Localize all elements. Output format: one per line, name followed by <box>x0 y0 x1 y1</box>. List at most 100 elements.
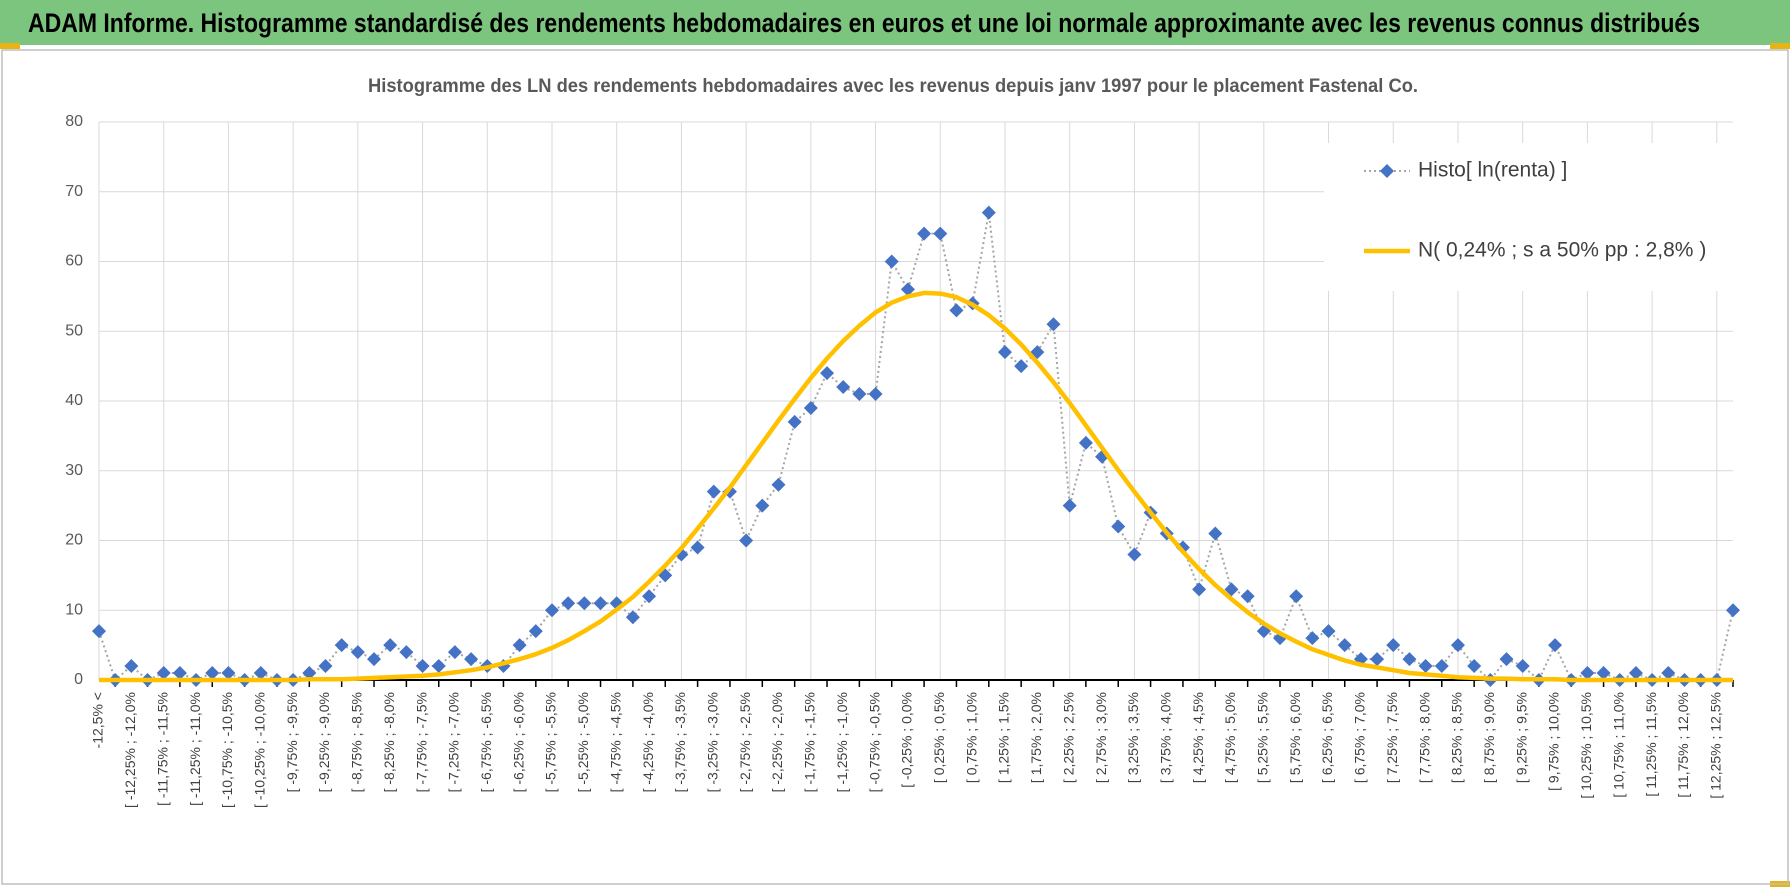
x-tick-label: [ -2,25% ; -2,0% <box>769 692 785 792</box>
data-point <box>868 387 883 402</box>
data-point <box>561 596 576 611</box>
data-point <box>512 638 527 653</box>
x-tick-label: [ 10,25% ; 10,5% <box>1578 692 1594 799</box>
x-tick-label: [ 6,75% ; 7,0% <box>1352 692 1368 783</box>
data-point <box>1499 652 1514 667</box>
data-point <box>172 666 187 681</box>
x-tick-label: [ -11,75% ; -11,5% <box>154 692 170 806</box>
data-point <box>1321 624 1336 639</box>
data-point <box>1418 659 1433 674</box>
data-point <box>383 638 398 653</box>
y-tick-label: 70 <box>65 183 83 200</box>
data-point <box>1046 317 1061 332</box>
x-tick-label: [ 0,25% ; 0,5% <box>931 692 947 783</box>
x-tick-label: [ 12,25% ; 12,5% <box>1708 692 1724 799</box>
x-tick-label: [ 8,75% ; 9,0% <box>1481 692 1497 783</box>
data-point <box>544 603 559 618</box>
x-tick-label: [ -5,25% ; -5,0% <box>575 692 591 792</box>
x-tick-label: [ -4,75% ; -4,5% <box>607 692 623 792</box>
x-tick-label: [ -8,75% ; -8,5% <box>349 692 365 792</box>
x-tick-label: [ -7,25% ; -7,0% <box>446 692 462 792</box>
data-point <box>1208 526 1223 541</box>
x-tick-label: [ -0,25% ; 0,0% <box>899 692 915 788</box>
data-point <box>884 254 899 269</box>
data-point <box>1062 498 1077 513</box>
x-tick-label: [ -1,25% ; -1,0% <box>834 692 850 792</box>
data-point <box>1580 666 1595 681</box>
data-point <box>577 596 592 611</box>
data-point <box>852 387 867 402</box>
x-tick-label: [ -0,75% ; -0,5% <box>866 692 882 792</box>
x-tick-label: [ 10,75% ; 11,0% <box>1610 692 1626 798</box>
x-tick-label: [ 7,75% ; 8,0% <box>1416 692 1432 783</box>
data-point <box>593 596 608 611</box>
data-point <box>253 666 268 681</box>
data-point <box>690 540 705 555</box>
data-point <box>1596 666 1611 681</box>
data-point <box>1240 589 1255 604</box>
x-tick-label: [ 5,75% ; 6,0% <box>1287 692 1303 783</box>
data-point <box>981 205 996 220</box>
legend-label: N( 0,24% ; s a 50% pp : 2,8% ) <box>1418 239 1706 262</box>
legend-box <box>1324 143 1735 291</box>
x-tick-label: [ 2,75% ; 3,0% <box>1093 692 1109 783</box>
corner-mark <box>1770 43 1790 49</box>
y-tick-label: 40 <box>65 392 83 409</box>
data-point <box>92 624 106 639</box>
y-tick-label: 50 <box>65 322 83 339</box>
x-tick-label: [ 2,25% ; 2,5% <box>1060 692 1076 783</box>
data-point <box>1014 359 1029 374</box>
x-tick-label: [ -3,75% ; -3,5% <box>672 692 688 792</box>
data-point <box>642 589 657 604</box>
page-title: ADAM Informe. Histogramme standardisé de… <box>28 8 1700 38</box>
data-point <box>318 659 333 674</box>
data-point <box>399 645 414 660</box>
data-point <box>334 638 349 653</box>
series-line <box>99 290 1733 683</box>
chart-title: Histogramme des LN des rendements hebdom… <box>368 76 1418 97</box>
data-point <box>156 666 171 681</box>
y-tick-label: 20 <box>65 532 83 549</box>
data-point <box>1548 638 1563 653</box>
x-tick-label: [ 4,75% ; 5,0% <box>1222 692 1238 783</box>
data-point <box>1111 519 1126 534</box>
data-point <box>900 282 915 297</box>
data-point <box>755 498 770 513</box>
data-point <box>771 477 786 492</box>
y-tick-label: 80 <box>65 113 83 130</box>
x-tick-label: [ 9,25% ; 9,5% <box>1513 692 1529 783</box>
data-point <box>1337 638 1352 653</box>
data-point <box>787 414 802 429</box>
x-tick-label: [ -6,75% ; -6,5% <box>478 692 494 792</box>
data-point <box>367 652 382 667</box>
x-tick-label: [ -6,25% ; -6,0% <box>510 692 526 792</box>
x-tick-label: [ -4,25% ; -4,0% <box>640 692 656 792</box>
x-tick-label: [ 4,25% ; 4,5% <box>1190 692 1206 783</box>
x-tick-label: [ -7,75% ; -7,5% <box>413 692 429 792</box>
y-tick-label: 10 <box>65 601 83 618</box>
data-point <box>1661 666 1676 681</box>
x-tick-label: [ -12,25% ; -12,0% <box>122 692 138 808</box>
data-point <box>1726 603 1740 618</box>
data-point <box>1628 666 1643 681</box>
data-point <box>447 645 462 660</box>
data-point <box>836 380 851 395</box>
x-tick-label: [ 6,25% ; 6,5% <box>1319 692 1335 783</box>
y-tick-label: 30 <box>65 462 83 479</box>
data-point <box>431 659 446 674</box>
data-point <box>1402 652 1417 667</box>
data-point <box>415 659 430 674</box>
x-tick-label: [ -10,75% ; -10,5% <box>219 692 235 808</box>
data-point <box>706 484 721 499</box>
x-tick-label: [ -3,25% ; -3,0% <box>704 692 720 792</box>
y-tick-label: 60 <box>65 253 83 270</box>
data-point <box>124 659 139 674</box>
data-point <box>221 666 236 681</box>
legend-marker <box>1380 164 1394 178</box>
data-point <box>739 533 754 548</box>
data-point <box>528 624 543 639</box>
data-point <box>205 666 220 681</box>
x-tick-label: [ 5,25% ; 5,5% <box>1255 692 1271 783</box>
data-point <box>1289 589 1304 604</box>
data-point <box>997 345 1012 360</box>
